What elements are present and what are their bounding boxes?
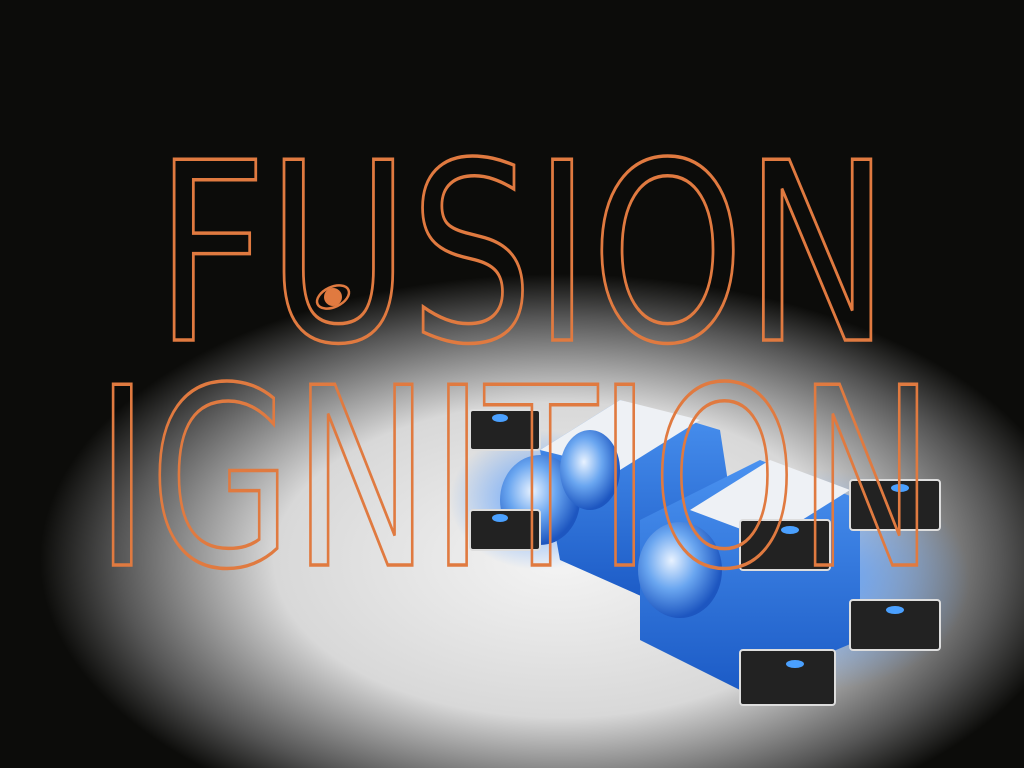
atom-icon bbox=[315, 284, 351, 310]
title: FUSION IGNITION bbox=[93, 109, 937, 626]
reactor-machine bbox=[450, 400, 970, 706]
title-line-1: FUSION bbox=[155, 111, 890, 399]
title-line-2: IGNITION bbox=[95, 336, 935, 624]
